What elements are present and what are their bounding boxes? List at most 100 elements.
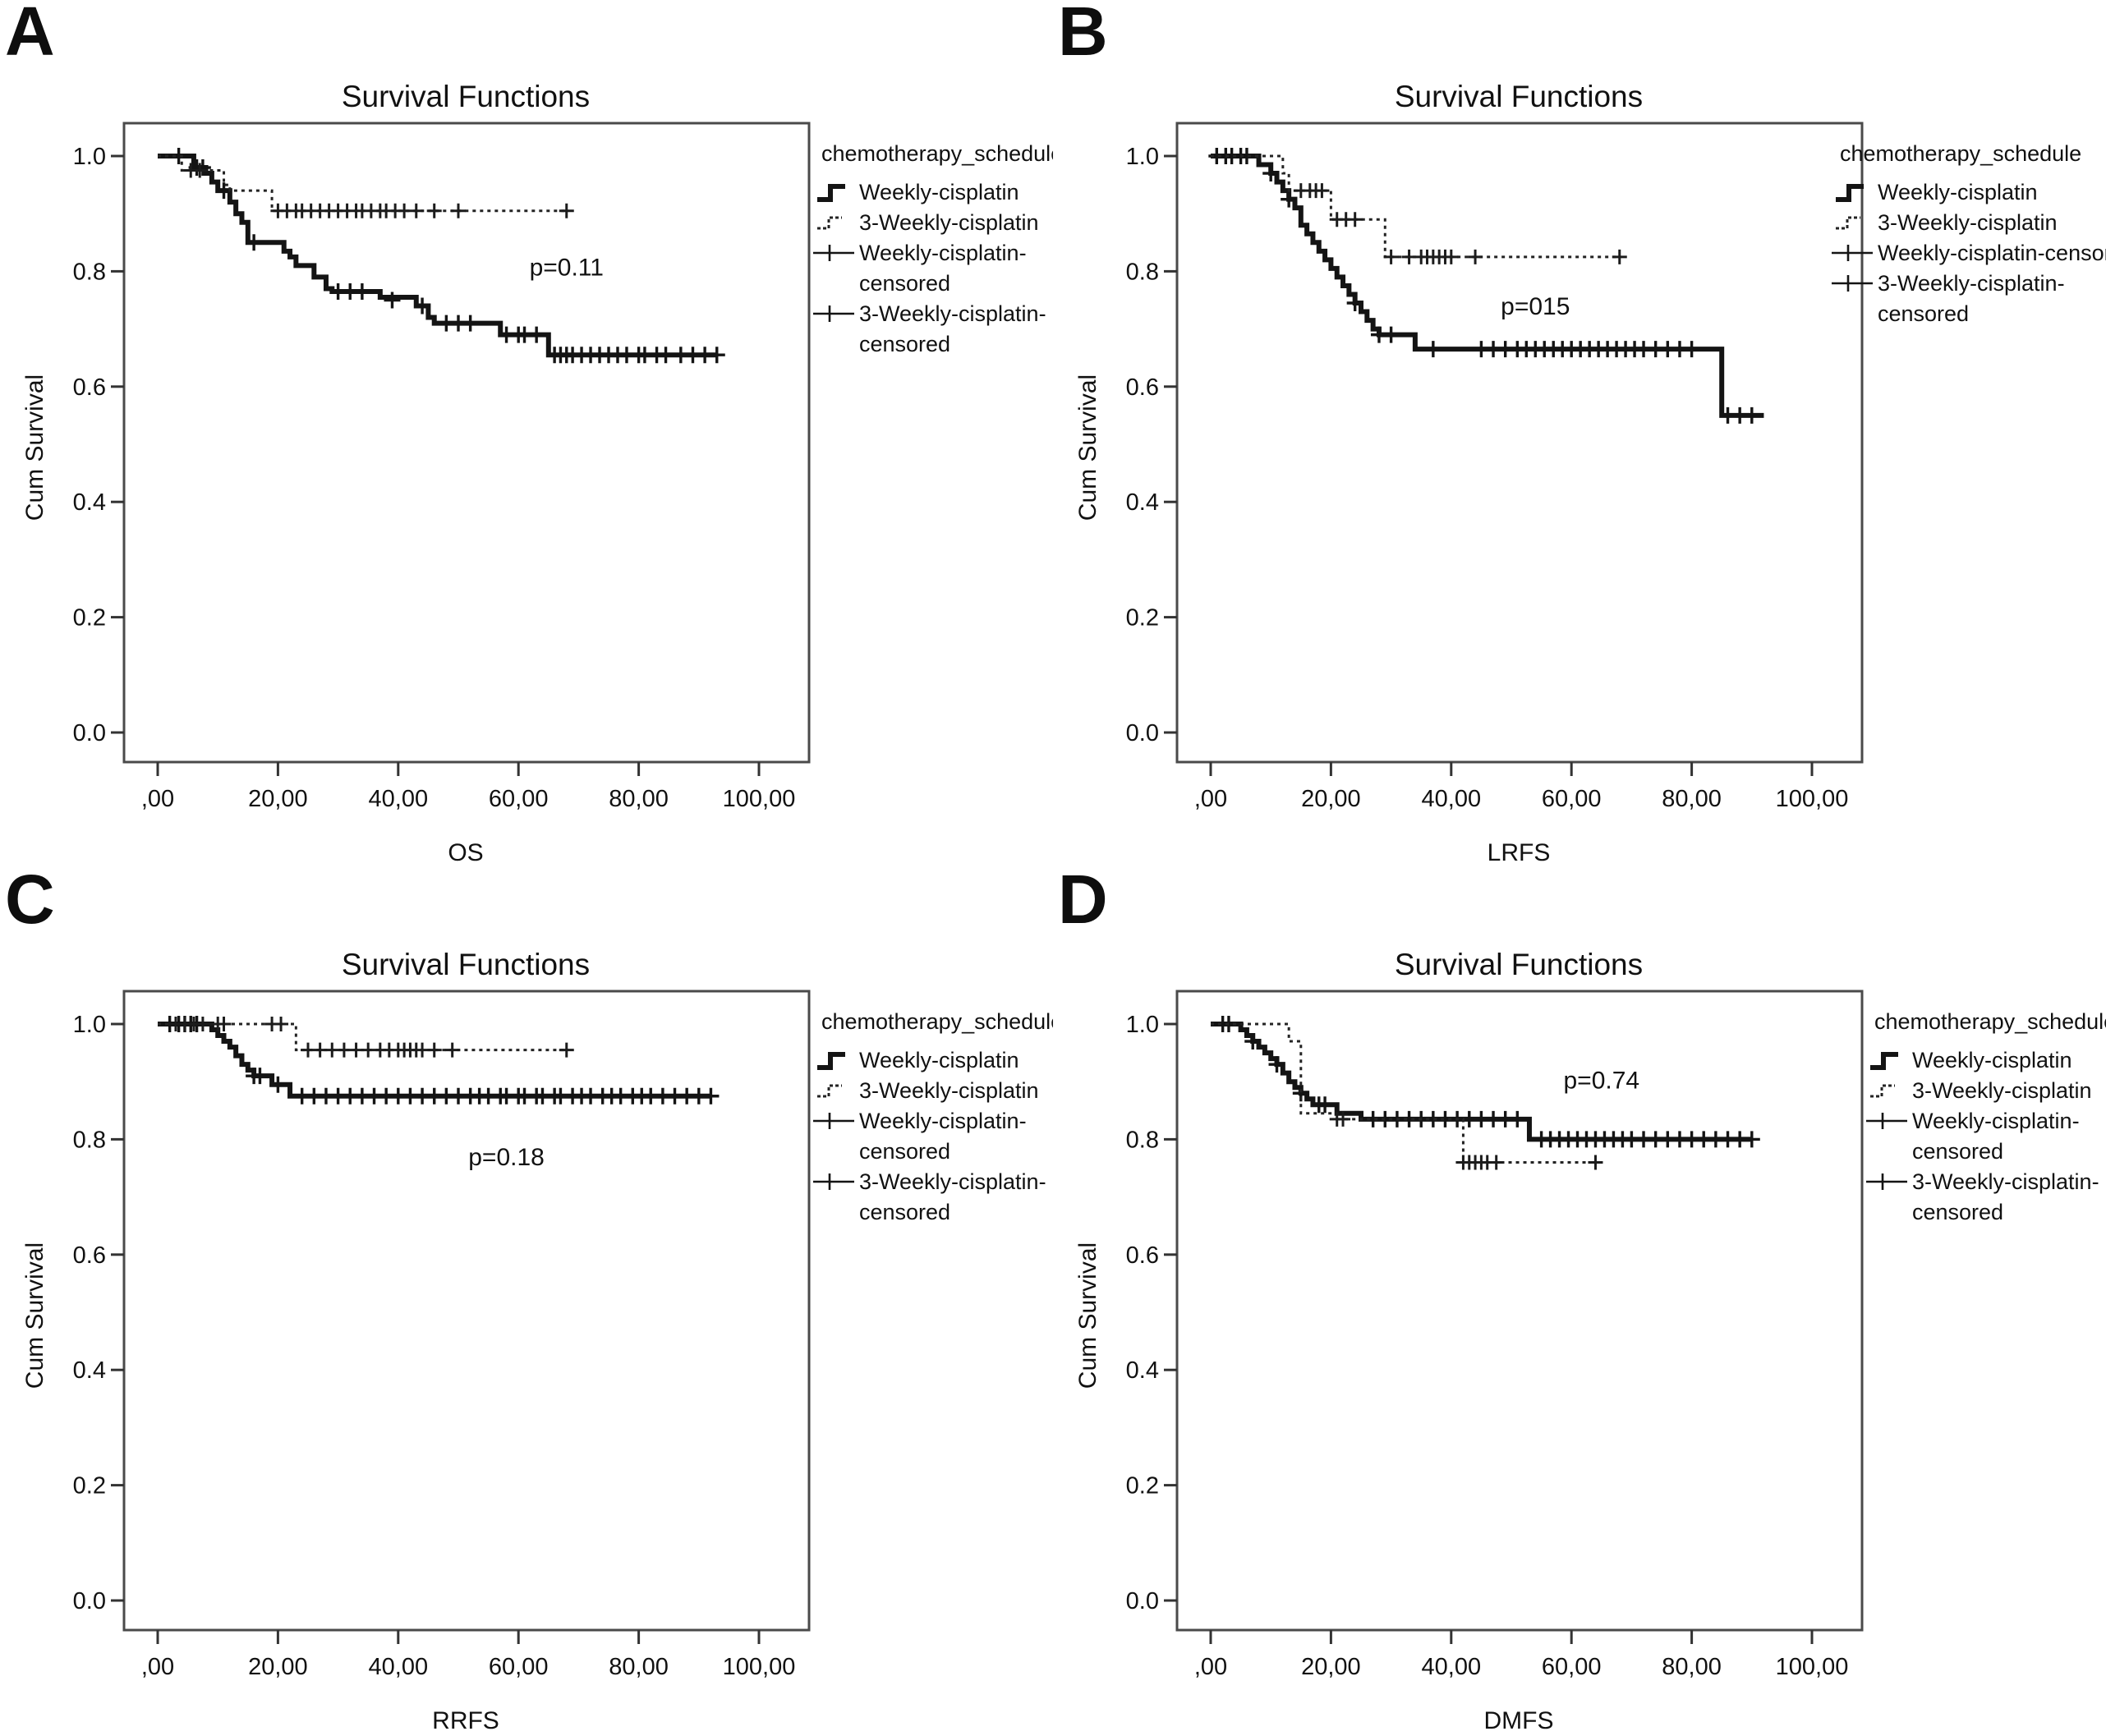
x-tick-label: 60,00	[1542, 1654, 1602, 1680]
legend-label: censored	[1912, 1139, 2003, 1164]
y-tick-label: 0.2	[73, 605, 106, 631]
y-axis-label: Cum Survival	[1074, 1242, 1101, 1389]
x-tick-label: 60,00	[489, 1654, 549, 1680]
plot-box	[122, 990, 811, 1632]
x-tick-label: ,00	[141, 786, 174, 812]
x-tick-label: 20,00	[248, 786, 308, 812]
legend-label: censored	[859, 1139, 950, 1164]
legend-marker-censored-plus-icon	[1832, 275, 1873, 292]
x-tick-label: 100,00	[723, 1654, 796, 1680]
panel-letter-b: B	[1058, 0, 1108, 70]
legend-label: Weekly-cisplatin-	[1912, 1109, 2080, 1133]
legend-label: censored	[1878, 301, 1969, 326]
legend-title: chemotherapy_schedule	[821, 141, 1053, 166]
legend-label: 3-Weekly-cisplatin-	[1912, 1169, 2099, 1194]
p-value-label: p=0.18	[468, 1144, 545, 1171]
censor-marks-weekly-cisplatin	[1208, 148, 1760, 424]
x-tick-label: 100,00	[723, 786, 796, 812]
legend-label: censored	[1912, 1200, 2003, 1224]
panel-c: C Survival Functions 1.0 0.8 0.6 0.4 0.2 0.0 ,0…	[0, 868, 1053, 1736]
x-tick-label: 80,00	[609, 786, 669, 812]
censor-marks-3-weekly-cisplatin	[1293, 183, 1627, 264]
plot-box	[1175, 990, 1864, 1632]
y-tick-label: 0.4	[73, 1357, 106, 1384]
legend-marker-weekly-solid-icon	[817, 1052, 845, 1070]
survival-plot-dmfs: Survival Functions 1.0 0.8 0.6 0.4 0.2 0.0 ,00 2…	[1074, 948, 2106, 1734]
legend-label: censored	[859, 1200, 950, 1224]
legend-marker-3weekly-dashed-icon	[1870, 1084, 1895, 1098]
x-tick-label: ,00	[141, 1654, 174, 1680]
legend-marker-censored-plus-icon	[813, 245, 854, 261]
y-tick-label: 0.2	[1126, 1473, 1159, 1499]
y-tick-label: 0.6	[1126, 1242, 1159, 1269]
y-tick-label: 0.0	[73, 1588, 106, 1614]
y-axis-label: Cum Survival	[21, 374, 48, 521]
y-tick-label: 0.2	[73, 1473, 106, 1499]
y-tick-label: 0.0	[1126, 1588, 1159, 1614]
y-tick-label: 0.8	[73, 1127, 106, 1153]
y-tick-label: 1.0	[73, 144, 106, 170]
x-tick-label: 40,00	[369, 786, 429, 812]
x-tick-label: 40,00	[1422, 786, 1482, 812]
legend-label: 3-Weekly-cisplatin	[859, 210, 1039, 235]
legend-title: chemotherapy_schedule	[1840, 141, 2081, 166]
legend-label: Weekly-cisplatin-	[859, 241, 1027, 265]
x-axis-label: DMFS	[1484, 1707, 1554, 1734]
legend-label: Weekly-cisplatin-censore	[1878, 241, 2106, 265]
x-tick-label: 40,00	[369, 1654, 429, 1680]
x-tick-label: 60,00	[489, 786, 549, 812]
y-axis-label: Cum Survival	[21, 1242, 48, 1389]
censor-marks-3-weekly-cisplatin	[183, 163, 574, 218]
plot-title: Survival Functions	[342, 80, 590, 113]
y-axis-label: Cum Survival	[1074, 374, 1101, 521]
panel-d: D Survival Functions 1.0 0.8 0.6 0.4 0.2 0.0 ,0…	[1053, 868, 2106, 1736]
legend-marker-weekly-solid-icon	[1836, 184, 1864, 202]
x-tick-label: 80,00	[1662, 786, 1722, 812]
panel-letter-d: D	[1058, 868, 1108, 938]
y-tick-label: 0.0	[1126, 720, 1159, 746]
panel-letter-a: A	[5, 0, 55, 70]
legend-title: chemotherapy_schedule	[1874, 1009, 2106, 1034]
legend-label: Weekly-cisplatin	[859, 180, 1019, 204]
plot-title: Survival Functions	[1395, 80, 1643, 113]
legend-label: censored	[859, 332, 950, 356]
plot-box	[122, 122, 811, 764]
x-tick-label: ,00	[1194, 1654, 1227, 1680]
panel-letter-c: C	[5, 868, 55, 938]
x-tick-label: 20,00	[248, 1654, 308, 1680]
x-tick-label: 100,00	[1776, 786, 1849, 812]
survival-plot-rrfs: Survival Functions 1.0 0.8 0.6 0.4 0.2 0.0 ,00 2…	[21, 948, 1053, 1734]
legend-marker-3weekly-dashed-icon	[1836, 216, 1860, 230]
censor-marks-3-weekly-cisplatin	[168, 1017, 574, 1058]
x-tick-label: 20,00	[1301, 786, 1361, 812]
legend-label: 3-Weekly-cisplatin-	[859, 301, 1046, 326]
p-value-label: p=015	[1501, 293, 1570, 320]
y-tick-label: 0.8	[73, 259, 106, 285]
survival-curve-3-weekly-cisplatin	[158, 154, 567, 213]
legend-marker-censored-plus-icon	[813, 1173, 854, 1190]
p-value-label: p=0.11	[530, 254, 604, 281]
legend-label: 3-Weekly-cisplatin	[1912, 1078, 2092, 1103]
y-tick-label: 0.6	[73, 374, 106, 401]
x-tick-label: 80,00	[1662, 1654, 1722, 1680]
legend-label: 3-Weekly-cisplatin-	[1878, 271, 2065, 296]
y-tick-label: 0.4	[1126, 1357, 1159, 1384]
legend-label: 3-Weekly-cisplatin	[859, 1078, 1039, 1103]
legend-label: Weekly-cisplatin	[1878, 180, 2038, 204]
legend-label: Weekly-cisplatin-	[859, 1109, 1027, 1133]
legend-marker-censored-plus-icon	[813, 305, 854, 322]
p-value-label: p=0.74	[1564, 1068, 1640, 1095]
legend-label: Weekly-cisplatin	[1912, 1048, 2072, 1072]
legend-label: 3-Weekly-cisplatin	[1878, 210, 2058, 235]
y-tick-label: 0.8	[1126, 259, 1159, 285]
legend-marker-weekly-solid-icon	[1870, 1052, 1898, 1070]
censor-marks-3-weekly-cisplatin	[1329, 1111, 1603, 1170]
x-tick-label: ,00	[1194, 786, 1227, 812]
x-tick-label: 60,00	[1542, 786, 1602, 812]
legend-marker-censored-plus-icon	[813, 1113, 854, 1129]
panel-a: A Survival Functions 1.0 0.8 0.6 0.4 0.2 0.0 ,0…	[0, 0, 1053, 868]
y-tick-label: 0.4	[1126, 489, 1159, 516]
y-tick-label: 1.0	[1126, 144, 1159, 170]
y-tick-label: 0.8	[1126, 1127, 1159, 1153]
plot-title: Survival Functions	[1395, 948, 1643, 981]
